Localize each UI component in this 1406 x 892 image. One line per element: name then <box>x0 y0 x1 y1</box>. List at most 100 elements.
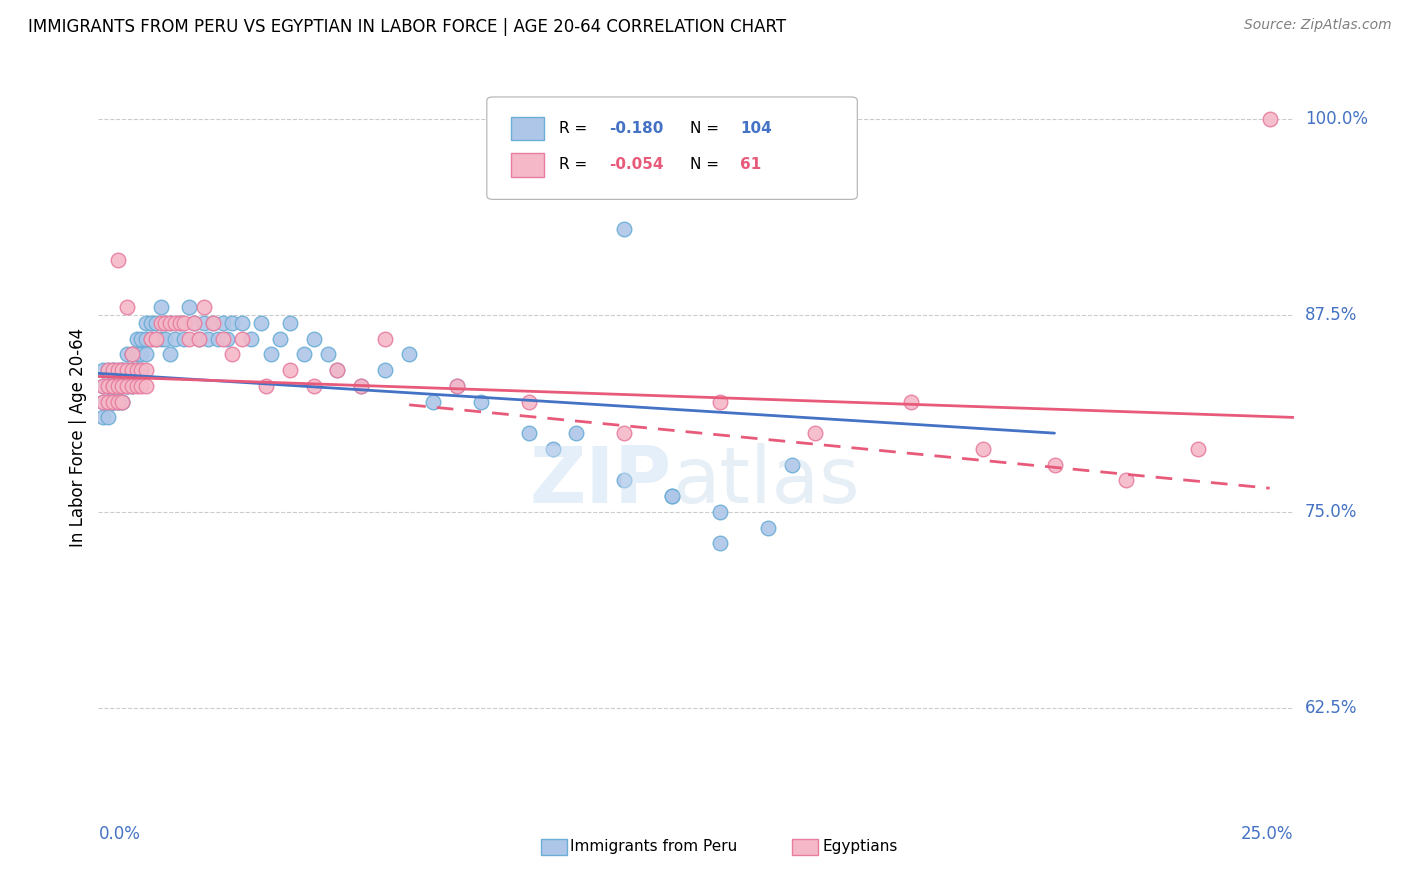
Point <box>470 394 492 409</box>
Point <box>613 473 636 487</box>
Point <box>115 379 138 393</box>
Point <box>121 347 143 361</box>
Point <box>121 379 143 393</box>
Point <box>221 316 243 330</box>
Point <box>111 379 134 393</box>
Point <box>121 347 143 361</box>
Point <box>97 379 120 393</box>
Point <box>101 379 124 393</box>
Text: Egyptians: Egyptians <box>823 839 898 855</box>
Point <box>121 363 143 377</box>
Point <box>107 394 129 409</box>
Point <box>446 379 468 393</box>
Point <box>149 301 172 315</box>
Point <box>115 379 138 393</box>
Point <box>115 363 138 377</box>
Point <box>101 363 124 377</box>
Text: 25.0%: 25.0% <box>1241 825 1294 843</box>
Point <box>125 363 148 377</box>
Point <box>91 363 114 377</box>
Point <box>183 316 205 330</box>
Point <box>107 363 129 377</box>
Point <box>115 301 138 315</box>
Text: atlas: atlas <box>672 443 859 519</box>
Point <box>661 489 683 503</box>
Point <box>97 394 120 409</box>
Point <box>326 363 349 377</box>
Point <box>374 332 396 346</box>
Point <box>111 394 134 409</box>
Point <box>107 379 129 393</box>
Point <box>111 379 134 393</box>
Point <box>613 426 636 441</box>
Point <box>202 316 225 330</box>
Point <box>1043 458 1066 472</box>
Point <box>131 347 153 361</box>
Text: -0.180: -0.180 <box>609 121 664 136</box>
Point <box>97 363 120 377</box>
Point <box>125 347 148 361</box>
Point <box>97 379 120 393</box>
Point <box>254 379 277 393</box>
Text: 62.5%: 62.5% <box>1305 699 1357 717</box>
Point <box>125 379 148 393</box>
Point <box>115 379 138 393</box>
Point <box>101 394 124 409</box>
Text: 87.5%: 87.5% <box>1305 306 1357 324</box>
Point <box>231 332 253 346</box>
Y-axis label: In Labor Force | Age 20-64: In Labor Force | Age 20-64 <box>69 327 87 547</box>
Point <box>231 316 253 330</box>
Point <box>159 316 181 330</box>
Text: -0.054: -0.054 <box>609 158 664 172</box>
Point <box>107 363 129 377</box>
Point <box>259 347 281 361</box>
Point <box>302 332 325 346</box>
Point <box>101 363 124 377</box>
Point <box>326 363 349 377</box>
Text: N =: N = <box>690 158 724 172</box>
Point <box>121 379 143 393</box>
Point <box>107 394 129 409</box>
Point <box>202 316 225 330</box>
Point <box>101 379 124 393</box>
Text: 104: 104 <box>740 121 772 136</box>
Point <box>900 394 922 409</box>
Point <box>131 363 153 377</box>
Point <box>101 379 124 393</box>
Point <box>250 316 273 330</box>
Point <box>101 394 124 409</box>
Point <box>145 316 167 330</box>
Point <box>111 363 134 377</box>
Point <box>163 316 186 330</box>
Point <box>145 332 167 346</box>
Point <box>97 394 120 409</box>
Point <box>316 347 339 361</box>
Point <box>101 379 124 393</box>
Point <box>111 394 134 409</box>
Point <box>1258 112 1281 126</box>
Point <box>131 363 153 377</box>
Point <box>107 379 129 393</box>
Point <box>422 394 444 409</box>
Text: IMMIGRANTS FROM PERU VS EGYPTIAN IN LABOR FORCE | AGE 20-64 CORRELATION CHART: IMMIGRANTS FROM PERU VS EGYPTIAN IN LABO… <box>28 18 786 36</box>
Point <box>101 379 124 393</box>
Point <box>278 316 301 330</box>
Point <box>159 347 181 361</box>
Point <box>97 394 120 409</box>
Point <box>139 332 162 346</box>
FancyBboxPatch shape <box>510 153 544 177</box>
Point <box>135 332 157 346</box>
Point <box>709 394 731 409</box>
Point <box>107 379 129 393</box>
Point <box>115 363 138 377</box>
Point <box>163 332 186 346</box>
Point <box>517 394 540 409</box>
Point <box>517 426 540 441</box>
Point <box>135 379 157 393</box>
Point <box>101 379 124 393</box>
Point <box>135 347 157 361</box>
Point <box>221 347 243 361</box>
Point <box>131 332 153 346</box>
Point <box>173 316 195 330</box>
Point <box>125 363 148 377</box>
